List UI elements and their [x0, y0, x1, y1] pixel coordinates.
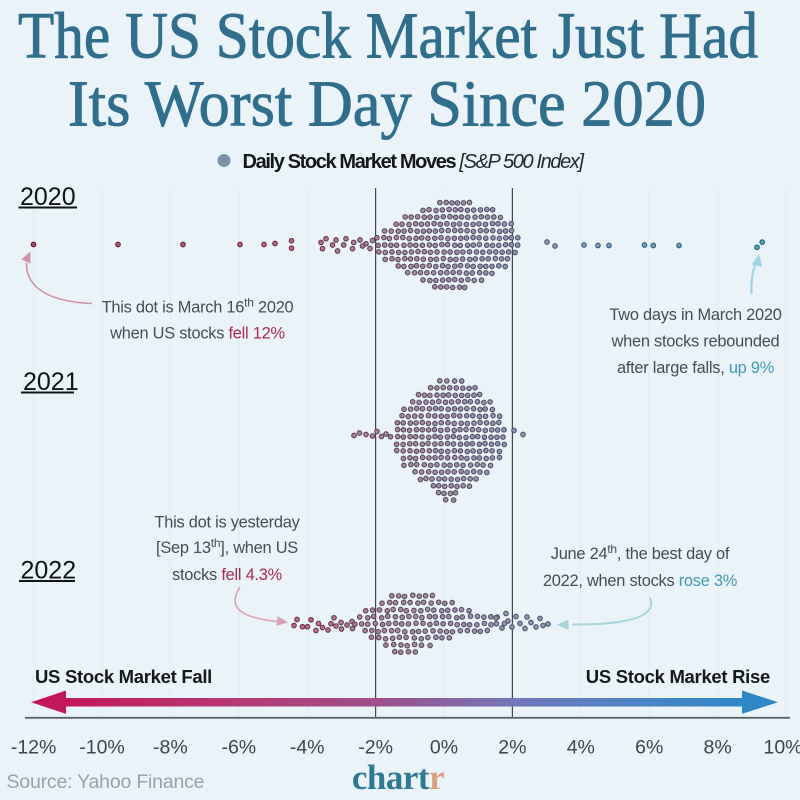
svg-text:2%: 2% — [498, 737, 526, 759]
svg-text:This dot is March 16th 2020: This dot is March 16th 2020 — [102, 296, 294, 317]
svg-text:after large falls, up 9%: after large falls, up 9% — [617, 359, 774, 377]
svg-text:[Sep 13th], when US: [Sep 13th], when US — [156, 536, 298, 557]
svg-text:-10%: -10% — [79, 737, 125, 759]
svg-text:Source: Yahoo Finance: Source: Yahoo Finance — [7, 771, 205, 793]
svg-text:Two days in March 2020: Two days in March 2020 — [609, 306, 781, 324]
svg-text:stocks fell 4.3%: stocks fell 4.3% — [172, 566, 282, 584]
svg-text:-2%: -2% — [358, 737, 393, 759]
svg-text:Daily Stock Market Moves [S&P: Daily Stock Market Moves [S&P 500 Index] — [243, 151, 585, 173]
svg-text:2020: 2020 — [20, 183, 76, 211]
svg-text:4%: 4% — [567, 737, 595, 759]
svg-text:June 24th, the best day of: June 24th, the best day of — [551, 542, 730, 563]
svg-text:0%: 0% — [430, 737, 458, 759]
svg-text:This dot is yesterday: This dot is yesterday — [154, 514, 300, 532]
svg-text:US Stock Market Fall: US Stock Market Fall — [35, 666, 212, 687]
svg-text:10%: 10% — [763, 737, 800, 759]
svg-text:8%: 8% — [704, 737, 732, 759]
svg-text:6%: 6% — [635, 737, 663, 759]
svg-text:2021: 2021 — [23, 368, 79, 396]
svg-text:The US Stock Market Just Had: The US Stock Market Just Had — [18, 0, 758, 73]
svg-text:2022: 2022 — [21, 557, 77, 585]
svg-text:-12%: -12% — [11, 737, 57, 759]
svg-text:when US stocks fell 12%: when US stocks fell 12% — [109, 325, 285, 343]
svg-text:-8%: -8% — [153, 737, 188, 759]
svg-text:-6%: -6% — [221, 737, 256, 759]
svg-text:Its Worst Day Since 2020: Its Worst Day Since 2020 — [68, 68, 706, 141]
svg-text:2022, when stocks rose 3%: 2022, when stocks rose 3% — [543, 572, 737, 590]
svg-text:US Stock Market Rise: US Stock Market Rise — [586, 666, 770, 687]
svg-text:when stocks rebounded: when stocks rebounded — [611, 333, 780, 351]
svg-text:-4%: -4% — [290, 737, 325, 759]
svg-text:chartr: chartr — [352, 758, 444, 797]
